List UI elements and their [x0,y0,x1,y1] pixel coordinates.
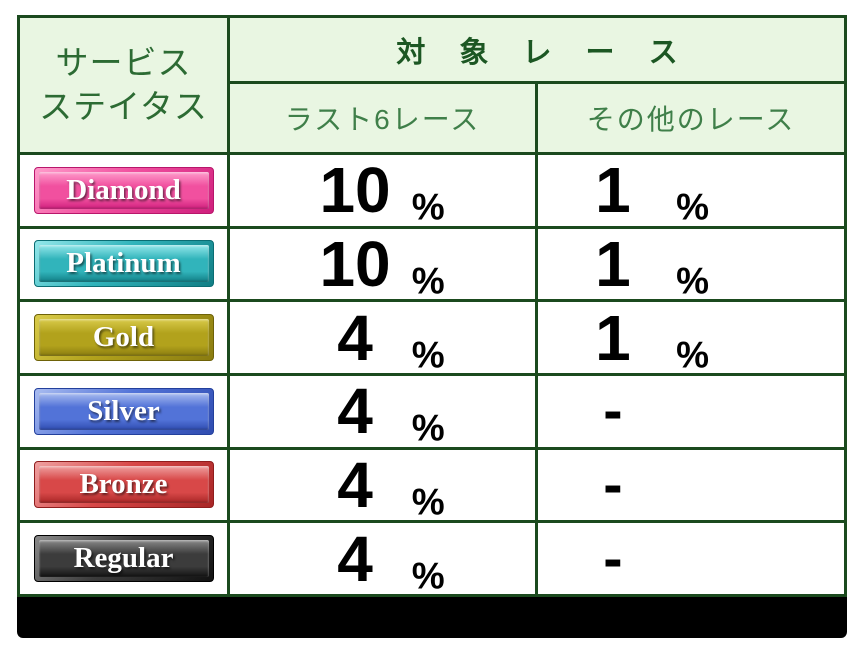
regular-badge-label: Regular [38,540,209,578]
gold-other-cell: 1 % [538,302,844,373]
tier-cell-gold: Gold [20,302,227,373]
service-status-rate-table: サービス ステイタス 対 象 レ ー ス ラスト6レース その他のレース Dia… [17,15,847,597]
regular-last6-cell: 4 % [230,523,535,594]
regular-other-value: - [603,525,623,591]
diamond-last6-cell: 10 % [230,155,535,226]
gold-last6-unit: % [411,334,445,373]
bronze-last6-cell: 4 % [230,449,535,521]
gold-badge-label: Gold [38,319,209,357]
gold-last6-value: 4 [337,302,373,373]
silver-last6-value: 4 [337,375,373,447]
platinum-badge-label: Platinum [38,245,209,283]
platinum-last6-unit: % [411,260,445,300]
platinum-other-value: 1 [595,228,631,300]
regular-badge: Regular [33,535,214,583]
col-header-last6-races: ラスト6レース [230,84,535,152]
bronze-other-value: - [603,451,623,517]
tier-cell-platinum: Platinum [20,228,227,300]
corner-header-line2: ステイタス [39,88,208,125]
diamond-other-cell: 1 % [538,155,844,226]
platinum-last6-cell: 10 % [230,228,535,300]
diamond-badge: Diamond [33,166,214,214]
gold-last6-cell: 4 % [230,302,535,373]
tier-cell-regular: Regular [20,523,227,594]
bronze-last6-unit: % [411,481,445,521]
platinum-other-cell: 1 % [538,228,844,300]
gold-badge: Gold [33,314,214,362]
bottom-banner [17,597,847,638]
corner-header-service-status: サービス ステイタス [20,18,227,152]
silver-badge-label: Silver [38,392,209,430]
tier-cell-bronze: Bronze [20,449,227,521]
platinum-last6-value: 10 [319,228,391,300]
regular-other-cell: - [538,523,844,594]
diamond-other-value: 1 [595,155,631,226]
tier-cell-silver: Silver [20,375,227,447]
corner-header-line1: サービス [55,44,192,82]
silver-last6-cell: 4 % [230,375,535,447]
diamond-last6-unit: % [411,186,445,226]
gold-other-value: 1 [595,302,631,373]
diamond-other-unit: % [676,186,709,226]
col-header-other-races: その他のレース [538,84,844,152]
diamond-badge-label: Diamond [38,171,209,209]
regular-last6-unit: % [411,555,445,594]
group-header-target-races: 対 象 レ ー ス [230,18,844,81]
bronze-badge: Bronze [33,461,214,509]
diamond-last6-value: 10 [319,155,391,226]
regular-last6-value: 4 [337,523,373,594]
silver-other-cell: - [538,375,844,447]
platinum-other-unit: % [676,260,709,300]
bronze-last6-value: 4 [337,449,373,521]
silver-other-value: - [603,378,623,444]
gold-other-unit: % [676,334,709,373]
tier-cell-diamond: Diamond [20,155,227,226]
platinum-badge: Platinum [33,240,214,288]
silver-last6-unit: % [411,407,445,447]
bronze-badge-label: Bronze [38,466,209,504]
bronze-other-cell: - [538,449,844,521]
silver-badge: Silver [33,387,214,435]
